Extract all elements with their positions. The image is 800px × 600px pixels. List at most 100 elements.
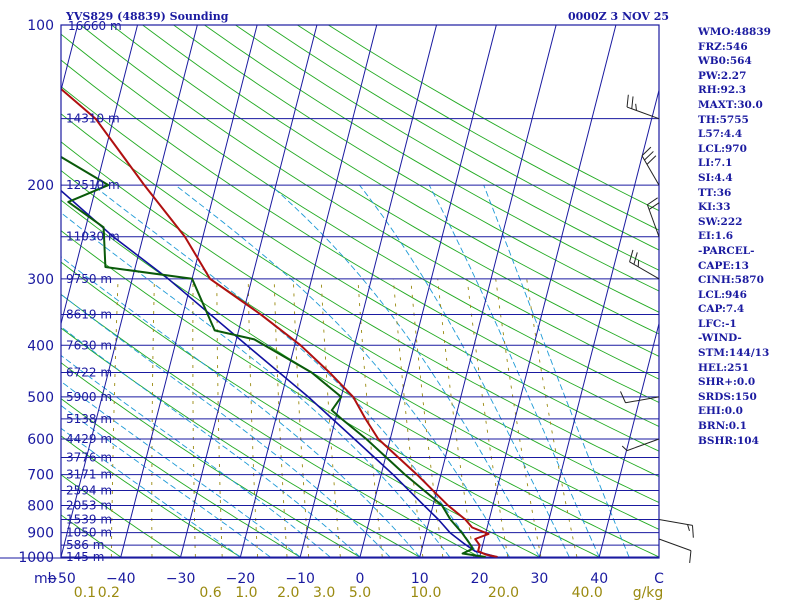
pressure-tick-label: 800 bbox=[27, 498, 54, 514]
isotherm bbox=[239, 25, 378, 558]
sounding-index-item: WMO:48839 bbox=[698, 26, 771, 38]
mixing-ratio-line bbox=[247, 278, 259, 558]
height-label: 145 m bbox=[66, 550, 104, 564]
isotherm bbox=[61, 25, 198, 558]
pressure-tick-label: 200 bbox=[27, 178, 54, 194]
pressure-tick-label: 400 bbox=[27, 338, 54, 354]
sounding-time: 0000Z 3 NOV 25 bbox=[568, 10, 669, 23]
wind-barb-staff bbox=[641, 155, 660, 186]
temperature-profile bbox=[61, 87, 498, 558]
height-label: 3776 m bbox=[66, 450, 112, 464]
isotherm bbox=[419, 25, 557, 558]
mixing-ratio-label: 10.0 bbox=[410, 585, 441, 600]
sounding-index-item: CINH:5870 bbox=[698, 274, 764, 287]
isotherm bbox=[479, 25, 617, 558]
moist-adiabat bbox=[428, 184, 600, 558]
sounding-title: YVS829 (48839) Sounding bbox=[65, 10, 229, 23]
dry-adiabat bbox=[0, 25, 1, 557]
parcel-profile bbox=[61, 189, 498, 558]
mixing-ratio-label: 20.0 bbox=[488, 585, 519, 600]
wind-barb bbox=[658, 538, 692, 563]
wind-barb bbox=[626, 94, 660, 120]
dry-adiabat bbox=[111, 25, 659, 357]
temperature-tick-label: −50 bbox=[46, 571, 76, 587]
sounding-index-item: SRDS:150 bbox=[698, 390, 757, 403]
mixing-ratio-line bbox=[151, 278, 155, 558]
height-label: 9750 m bbox=[66, 272, 112, 286]
sounding-index-item: LCL:946 bbox=[698, 288, 747, 301]
mixing-ratio-unit-label: g/kg bbox=[633, 585, 664, 600]
sounding-index-item: CAPE:13 bbox=[698, 259, 749, 272]
height-label: 5900 m bbox=[66, 390, 112, 404]
sounding-index-item: RH:92.3 bbox=[698, 84, 747, 97]
dry-adiabat bbox=[61, 362, 361, 558]
pressure-tick-label: 100 bbox=[27, 18, 54, 34]
wind-barb-staff bbox=[626, 106, 660, 120]
wind-barb-flag bbox=[621, 445, 628, 451]
pressure-tick-label: 300 bbox=[27, 272, 54, 288]
wind-barb bbox=[658, 518, 694, 538]
mixing-ratio-line bbox=[110, 278, 119, 557]
sounding-index-item: WB0:564 bbox=[698, 55, 752, 68]
wind-barb-flag bbox=[635, 103, 637, 111]
temperature-unit-label: C bbox=[654, 571, 664, 587]
height-label: 4429 m bbox=[66, 432, 112, 446]
wind-barb-flag bbox=[687, 524, 690, 532]
isotherm bbox=[120, 25, 258, 558]
sounding-index-item: -WIND- bbox=[698, 332, 742, 345]
temperature-tick-label: −10 bbox=[285, 571, 315, 587]
wind-barb-flag bbox=[644, 151, 654, 161]
isotherm bbox=[359, 25, 497, 558]
height-label: 14310 m bbox=[66, 112, 120, 126]
mixing-ratio-label: 0.2 bbox=[98, 585, 120, 600]
height-label: 3171 m bbox=[66, 468, 112, 482]
sounding-index-item: LFC:-1 bbox=[698, 317, 737, 330]
sounding-index-item: TH:5755 bbox=[698, 113, 749, 126]
temperature-tick-label: −40 bbox=[106, 571, 136, 587]
wind-barb-flag bbox=[631, 96, 634, 109]
moist-adiabat bbox=[61, 326, 361, 558]
wind-barb-flag bbox=[626, 94, 629, 108]
sounding-index-item: CAP:7.4 bbox=[698, 303, 745, 316]
isotherm bbox=[61, 25, 138, 326]
temperature-tick-label: 20 bbox=[471, 571, 489, 587]
moist-adiabat bbox=[61, 293, 391, 558]
temperature-tick-label: 0 bbox=[356, 571, 365, 587]
sounding-index-item: HEL:251 bbox=[698, 361, 750, 374]
pressure-unit-label: mb bbox=[34, 571, 57, 587]
wind-barb-staff bbox=[629, 261, 660, 280]
height-label: 1539 m bbox=[66, 512, 112, 526]
temperature-tick-label: 30 bbox=[530, 571, 548, 587]
plot-frame bbox=[60, 24, 660, 559]
sounding-index-item: SW:222 bbox=[698, 215, 743, 228]
height-label: 8619 m bbox=[66, 307, 112, 321]
temperature-tick-label: 40 bbox=[590, 571, 608, 587]
wind-barb-flag bbox=[647, 197, 658, 206]
height-label: 6722 m bbox=[66, 366, 112, 380]
sounding-index-item: EHI:0.0 bbox=[698, 405, 743, 418]
sounding-index-item: BRN:0.1 bbox=[698, 420, 747, 433]
wind-barb-flag bbox=[689, 550, 692, 563]
isotherm bbox=[299, 25, 437, 558]
mixing-ratio-label: 5.0 bbox=[349, 585, 371, 600]
wind-barb bbox=[620, 391, 660, 404]
wind-barb-staff bbox=[658, 518, 693, 526]
pressure-tick-label: 500 bbox=[27, 390, 54, 406]
chart-profiles bbox=[61, 87, 498, 558]
moist-adiabat bbox=[483, 184, 630, 558]
sounding-index-item: KI:33 bbox=[698, 201, 731, 214]
sounding-index-item: EI:1.6 bbox=[698, 230, 734, 243]
sounding-index-item: -PARCEL- bbox=[698, 244, 755, 257]
height-label: 2053 m bbox=[66, 498, 112, 512]
mixing-ratio-line bbox=[410, 278, 444, 558]
temperature-tick-label: −30 bbox=[166, 571, 196, 587]
wind-barb-flag bbox=[633, 252, 638, 265]
pressure-tick-label: 1000 bbox=[18, 550, 54, 566]
moist-adiabat bbox=[92, 184, 480, 558]
wind-barb-flag bbox=[648, 202, 660, 210]
mixing-ratio-line bbox=[192, 278, 196, 558]
wind-barb bbox=[641, 146, 660, 186]
mixing-ratio-label: 1.0 bbox=[235, 585, 257, 600]
mixing-ratio-label: 3.0 bbox=[313, 585, 335, 600]
sounding-index-item: LCL:970 bbox=[698, 142, 747, 155]
